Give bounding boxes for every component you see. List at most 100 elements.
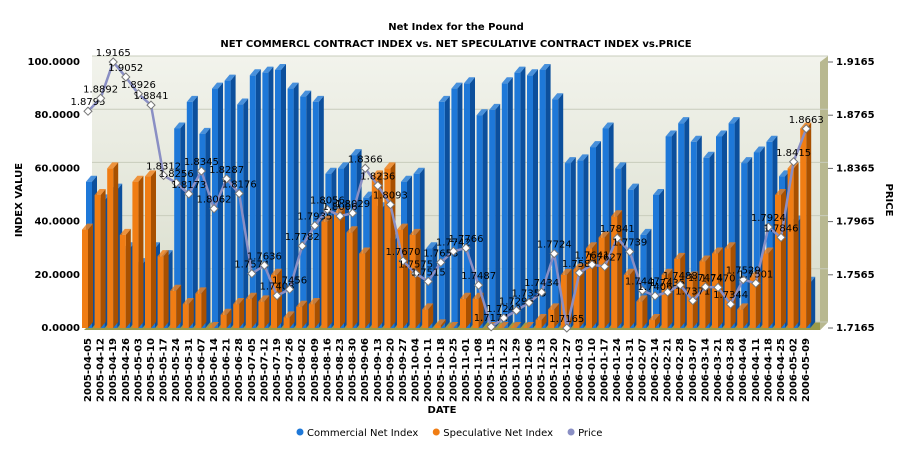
bar [237,104,244,328]
bar-top [208,322,219,328]
bar [724,248,731,328]
chart-title: Net Index for the Pound [388,22,524,33]
bar-side [495,103,501,328]
bar-top [489,103,501,110]
price-marker [398,256,408,266]
bar-side [419,167,425,328]
bar-top [753,146,765,153]
bar [157,256,164,328]
bar [665,136,672,328]
bar-top [220,308,232,315]
price-label: 1.7408 [260,282,295,293]
bar-top [762,247,774,254]
price-label: 1.8256 [159,169,194,180]
bar-top [119,228,131,235]
bar-top [371,170,383,177]
bar-top [611,210,623,217]
y2-axis-label: PRICE [883,184,894,217]
price-label: 1.7670 [386,247,421,258]
price-label: 1.8663 [789,115,824,126]
bar-side [125,228,131,328]
bar-side [793,162,799,328]
bar-side [533,69,538,329]
bar [182,304,189,328]
price-label: 1.7470 [701,273,736,284]
bar [94,195,101,328]
bar-side [327,215,333,328]
price-marker [234,188,244,199]
bar-top [627,183,639,190]
bar [590,147,596,328]
x-tick-label: 2005-11-22 [499,338,510,402]
x-tick-label: 2006-04-18 [763,338,774,402]
bar-side [554,303,560,328]
bar-top [174,122,186,129]
bar-top [573,263,585,270]
y-tick-label: 60.0000 [34,163,80,174]
price-label: 1.8795 [71,97,106,108]
bar-side [302,300,308,328]
x-tick-label: 2006-02-07 [637,338,648,402]
bar-top [728,117,740,124]
bar [334,213,340,328]
bar [300,96,307,328]
bar [501,83,508,328]
bar-top [653,189,664,195]
bar [602,128,609,328]
price-line [87,59,808,329]
y-tick-label: 40.0000 [34,217,80,228]
bar-top [401,175,412,182]
bar-top [724,242,736,249]
price-label: 1.7456 [272,275,307,286]
bar-side [113,162,119,328]
bar-top [661,268,673,275]
price-marker [146,100,156,110]
price-label: 1.7841 [600,224,635,235]
price-label: 1.7474 [688,273,723,284]
bar-top [271,268,282,275]
bar-top [409,228,421,235]
bar [640,234,647,328]
price-label: 1.7782 [285,232,320,243]
bar-side [205,127,211,328]
x-tick-label: 2005-06-28 [234,338,245,402]
bar [586,248,592,328]
bar [703,157,710,328]
bar-top [636,295,648,302]
price-label: 1.8312 [146,161,181,172]
bar-side [520,66,526,328]
price-label: 1.7296 [499,297,534,308]
x-tick-label: 2006-04-04 [738,338,749,402]
bar-top [737,303,749,310]
bar-top [438,95,450,102]
bar [271,274,277,328]
price-label: 1.7766 [449,234,484,245]
bar-side [243,98,249,328]
x-tick-label: 2005-06-14 [209,338,220,402]
bar-top [145,170,156,177]
bar-side [88,223,93,328]
price-marker [486,322,496,332]
bar-top [283,311,295,318]
x-tick-label: 2005-11-01 [461,338,472,402]
price-label: 1.8841 [134,91,169,102]
x-axis-label: DATE [428,405,457,416]
price-label: 1.7435 [650,278,685,289]
bar-side [470,77,475,328]
bar-top [699,255,711,262]
price-marker [196,166,207,176]
x-tick-label: 2005-08-09 [310,338,321,402]
price-marker [221,174,232,184]
bar-top [476,109,488,116]
bar [275,69,281,328]
bar-side [655,314,660,328]
bar-side [428,303,434,328]
bar-side [403,223,408,328]
bar [611,216,618,328]
price-marker [599,261,610,272]
price-marker [499,313,509,323]
price-label: 1.7174 [474,313,509,324]
bar-side [730,242,736,328]
price-marker [574,268,585,278]
